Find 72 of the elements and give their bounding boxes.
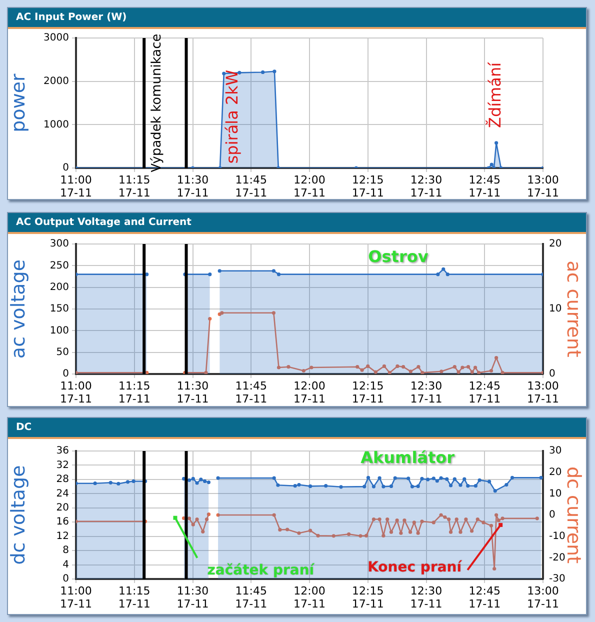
y2-tick-label: 20 <box>549 466 562 478</box>
y-tick-label: 36 <box>56 446 69 457</box>
ref-line-label: Výpadek komunikace <box>149 34 164 172</box>
y2-axis-title: ac current <box>562 260 585 358</box>
y-tick-label: 28 <box>56 474 69 486</box>
x-tick-label: 11:45 17-11 <box>235 173 268 200</box>
y-tick-label: 50 <box>56 346 69 358</box>
x-tick-label: 12:00 17-11 <box>294 379 326 406</box>
y-tick-label: 20 <box>56 502 69 514</box>
y2-tick-label: 0 <box>549 368 556 380</box>
annotation: Ostrov <box>368 247 429 266</box>
x-tick-label: 12:30 17-11 <box>410 173 442 200</box>
y-tick-label: 300 <box>50 238 69 250</box>
y-tick-label: 3000 <box>44 32 69 44</box>
x-tick-label: 11:00 17-11 <box>60 379 92 406</box>
x-tick-label: 13:00 17-11 <box>527 379 559 406</box>
y-tick-label: 8 <box>62 545 69 556</box>
y-tick-label: 32 <box>56 460 69 471</box>
y2-tick-label: -10 <box>549 530 566 542</box>
y2-tick-label: 0 <box>549 510 556 521</box>
y2-tick-label: 10 <box>549 304 562 315</box>
y-axis-title: power <box>7 73 30 132</box>
x-tick-label: 12:30 17-11 <box>410 379 442 406</box>
x-tick-label: 11:45 17-11 <box>235 584 268 611</box>
x-tick-label: 11:15 17-11 <box>118 379 150 406</box>
y-tick-label: 250 <box>50 260 69 272</box>
x-tick-label: 11:15 17-11 <box>118 173 150 200</box>
x-tick-label: 12:00 17-11 <box>294 584 326 611</box>
y-tick-label: 100 <box>50 325 69 336</box>
y-axis-title: dc voltage <box>7 465 30 565</box>
chart-title: DC <box>8 418 586 439</box>
x-tick-label: 11:30 17-11 <box>176 379 209 406</box>
y-tick-label: 1000 <box>44 119 69 130</box>
x-tick-label: 11:00 17-11 <box>60 173 92 200</box>
y-tick-label: 150 <box>50 304 69 315</box>
y-tick-label: 0 <box>62 368 69 380</box>
x-tick-label: 11:15 17-11 <box>118 584 150 611</box>
chart-title: AC Input Power (W) <box>8 8 586 29</box>
chart-title: AC Output Voltage and Current <box>8 213 586 234</box>
y-tick-label: 16 <box>56 516 69 528</box>
y-axis-title: ac voltage <box>7 259 30 359</box>
x-tick-label: 12:45 17-11 <box>468 173 501 200</box>
y-tick-label: 12 <box>56 530 69 542</box>
y-tick-label: 4 <box>62 559 69 570</box>
y2-tick-label: -20 <box>549 552 566 564</box>
x-tick-label: 13:00 17-11 <box>527 173 559 200</box>
x-tick-label: 11:30 17-11 <box>176 584 209 611</box>
y2-tick-label: 10 <box>549 488 562 500</box>
annotation: Konec praní <box>368 560 463 576</box>
x-tick-label: 12:45 17-11 <box>468 379 501 406</box>
y-tick-label: 2000 <box>44 76 69 87</box>
x-tick-label: 11:45 17-11 <box>235 379 268 406</box>
x-tick-label: 13:00 17-11 <box>527 584 559 611</box>
x-tick-label: 12:45 17-11 <box>468 584 501 611</box>
y2-tick-label: 30 <box>549 446 562 457</box>
x-tick-label: 11:00 17-11 <box>60 584 92 611</box>
x-tick-label: 12:15 17-11 <box>352 379 384 406</box>
x-tick-label: 12:15 17-11 <box>352 584 384 611</box>
y-tick-label: 200 <box>50 282 69 293</box>
annotation: začátek praní <box>207 562 316 578</box>
annotation: Akumlátor <box>360 448 455 468</box>
y-tick-label: 0 <box>62 574 69 585</box>
x-tick-label: 12:30 17-11 <box>410 584 442 611</box>
y-tick-label: 0 <box>62 162 69 174</box>
annotation: spirála 2kW <box>222 70 242 164</box>
y-tick-label: 24 <box>56 488 69 500</box>
y2-tick-label: -30 <box>549 574 566 585</box>
x-tick-label: 11:30 17-11 <box>176 173 209 200</box>
y2-tick-label: 20 <box>549 238 562 250</box>
annotation: Ždímání <box>485 62 504 128</box>
x-tick-label: 12:15 17-11 <box>352 173 384 200</box>
x-tick-label: 12:00 17-11 <box>294 173 326 200</box>
